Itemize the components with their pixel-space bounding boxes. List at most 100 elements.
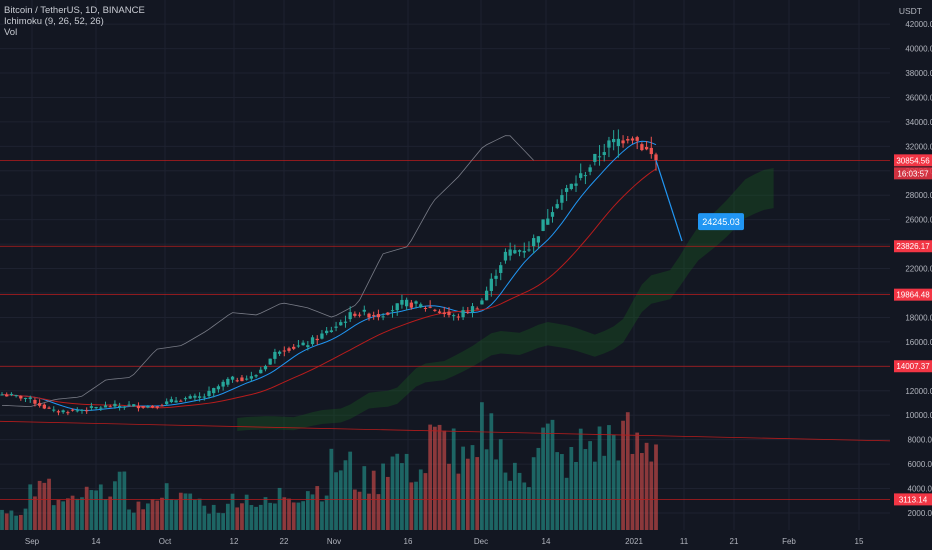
volume-indicator-label[interactable]: Vol: [4, 27, 18, 38]
volume-bar: [150, 499, 155, 530]
candle: [414, 301, 418, 304]
price-tick-label: 6000.00: [908, 460, 932, 469]
candle: [376, 314, 381, 318]
volume-bar: [155, 500, 160, 530]
volume-bar: [178, 492, 183, 530]
ichimoku-cloud: [237, 167, 774, 431]
candle: [466, 311, 470, 313]
target-callout-text: 24245.03: [702, 217, 740, 227]
time-tick-label: Sep: [25, 537, 40, 546]
candle: [536, 236, 541, 243]
candle: [390, 310, 395, 312]
volume-bar: [230, 493, 235, 530]
candle: [367, 313, 371, 318]
volume-bar: [65, 498, 70, 530]
countdown-text: 16:03:57: [897, 169, 929, 178]
volume-bar: [4, 513, 9, 530]
price-tick-label: 38000.00: [905, 69, 932, 78]
candle: [52, 409, 56, 411]
candle: [334, 326, 338, 328]
symbol-title[interactable]: Bitcoin / TetherUS, 1D, BINANCE: [4, 5, 145, 16]
candle: [249, 376, 254, 379]
volume-bar: [475, 457, 480, 530]
price-tick-label: 36000.00: [905, 93, 932, 102]
volume-bar: [127, 509, 131, 530]
candle: [612, 139, 616, 143]
volume-bar: [103, 499, 108, 530]
price-tick-label: 4000.00: [908, 485, 932, 494]
volume-bar: [287, 498, 291, 530]
price-label-text: 3113.14: [899, 495, 928, 504]
price-label: [894, 240, 932, 253]
volume-bar: [583, 449, 588, 530]
candle: [122, 406, 126, 408]
volume-bar: [395, 453, 400, 530]
candle: [550, 212, 555, 217]
candle: [197, 396, 202, 398]
volume-bar: [503, 472, 508, 530]
volume-bar: [273, 503, 277, 530]
candle: [160, 405, 164, 407]
volume-bar: [371, 470, 376, 530]
volume-bar: [9, 510, 14, 530]
volume-bar: [33, 496, 37, 530]
ichimoku-indicator-label[interactable]: Ichimoku (9, 26, 52, 26): [4, 16, 104, 27]
volume-bar: [338, 470, 343, 530]
volume-bar: [357, 491, 362, 530]
candle: [654, 154, 658, 161]
volume-bar: [442, 430, 447, 530]
candle: [188, 396, 192, 399]
price-label: [894, 493, 932, 506]
candle: [23, 397, 28, 399]
volume-bar: [75, 498, 80, 530]
volume-bar: [28, 484, 33, 530]
volume-bar: [310, 494, 315, 530]
time-tick-label: Dec: [474, 537, 488, 546]
candle: [325, 330, 329, 334]
price-axis: 2000.00 4000.00 6000.00 8000.00 10000.00 1200…: [894, 20, 932, 518]
volume-bar: [193, 499, 197, 530]
candle: [362, 309, 366, 312]
volume-bar: [320, 501, 324, 530]
volume-bar: [14, 515, 18, 530]
candle: [494, 275, 498, 279]
candle: [532, 238, 536, 247]
price-tick-label: 10000.00: [905, 411, 932, 420]
candle: [428, 306, 432, 308]
candle: [489, 278, 493, 292]
volume-bar: [602, 455, 607, 530]
time-tick-label: 12: [230, 537, 239, 546]
volume-bar: [588, 441, 593, 530]
volume-bar: [640, 453, 644, 530]
time-axis: Sep 14 Oct 12 22 Nov 16 Dec 14 2021 11 21 Feb 15: [25, 537, 864, 546]
candle: [99, 407, 103, 409]
candle: [56, 411, 61, 413]
volume-bar: [498, 439, 503, 530]
time-tick-label: 21: [730, 537, 739, 546]
volume-bar: [136, 501, 141, 530]
volume-bar: [84, 486, 89, 530]
candle: [381, 316, 385, 318]
candle: [621, 140, 625, 144]
price-label-text: 30854.56: [896, 156, 930, 165]
candle: [202, 396, 206, 398]
candle: [235, 380, 239, 382]
time-tick-label: Feb: [782, 537, 796, 546]
volume-bar: [409, 482, 414, 530]
volume-bar: [456, 473, 461, 530]
price-tick-label: 2000.00: [908, 509, 932, 518]
candle: [513, 250, 517, 254]
time-tick-label: Nov: [327, 537, 341, 546]
volume-bar: [437, 424, 442, 530]
volume-bar: [597, 426, 602, 530]
volume-bar: [89, 490, 94, 530]
candle: [141, 405, 145, 408]
volume-bar: [616, 460, 621, 530]
volume-bar: [164, 483, 169, 530]
candle: [296, 345, 301, 347]
volume-bar: [277, 487, 282, 530]
volume-bar: [550, 419, 555, 530]
candle: [127, 404, 131, 406]
volume-bar: [225, 503, 230, 530]
